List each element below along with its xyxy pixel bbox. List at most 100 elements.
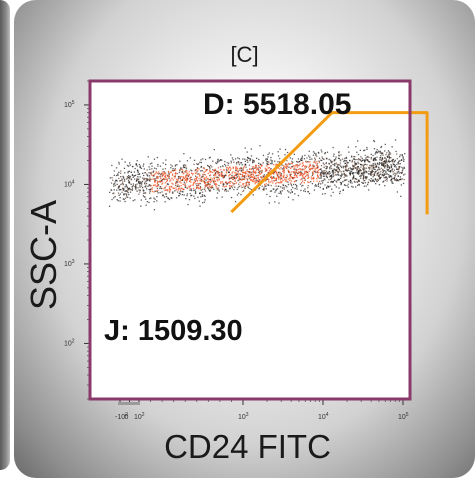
- event-dot: [337, 179, 339, 181]
- event-dot: [268, 179, 270, 181]
- event-dot: [161, 175, 163, 178]
- event-dot: [196, 186, 198, 188]
- event-dot: [316, 167, 319, 169]
- event-dot: [186, 177, 189, 179]
- event-dot: [390, 179, 392, 182]
- event-dot: [171, 165, 173, 167]
- event-dot: [392, 163, 394, 165]
- event-dot: [358, 183, 360, 185]
- event-dot: [265, 188, 267, 190]
- event-dot: [349, 159, 351, 162]
- event-dot: [134, 199, 136, 201]
- event-dot: [378, 184, 381, 186]
- event-dot: [352, 172, 354, 175]
- event-dot: [330, 166, 332, 168]
- plot-frame: [88, 79, 412, 401]
- event-dot: [221, 173, 223, 175]
- event-dot: [355, 167, 357, 169]
- event-dot: [268, 184, 270, 186]
- event-dot: [174, 169, 177, 171]
- event-dot: [307, 185, 309, 187]
- event-dot: [244, 163, 246, 165]
- event-dot: [216, 162, 218, 165]
- event-dot: [176, 178, 178, 180]
- event-dot: [221, 181, 224, 183]
- event-dot: [336, 181, 338, 183]
- event-dot: [224, 190, 226, 192]
- event-dot: [229, 169, 231, 171]
- event-dot: [364, 170, 366, 172]
- event-dot: [189, 177, 191, 179]
- event-dot: [272, 177, 274, 179]
- event-dot: [265, 159, 267, 162]
- event-dot: [325, 165, 327, 167]
- event-dot: [217, 159, 219, 161]
- event-dot: [189, 188, 191, 190]
- event-dot: [226, 172, 228, 174]
- event-dot: [185, 178, 188, 180]
- event-dot: [118, 185, 121, 188]
- event-dot: [368, 156, 370, 158]
- event-dot: [268, 169, 271, 172]
- event-dot: [265, 185, 267, 187]
- event-dot: [165, 159, 167, 161]
- event-dot: [172, 183, 174, 185]
- event-dot: [307, 190, 309, 193]
- event-dot: [165, 185, 168, 187]
- event-dot: [144, 192, 146, 194]
- event-dot: [245, 171, 247, 173]
- event-dot: [122, 198, 124, 200]
- event-dot: [400, 195, 402, 197]
- event-dot: [164, 189, 166, 191]
- event-dot: [131, 186, 133, 188]
- event-dot: [348, 180, 350, 183]
- event-dot: [311, 172, 314, 174]
- event-dot: [341, 158, 344, 160]
- event-dot: [326, 187, 328, 189]
- event-dot: [182, 178, 184, 180]
- event-dot: [156, 187, 158, 190]
- event-dot: [218, 174, 220, 177]
- event-dot: [323, 166, 325, 168]
- event-dot: [207, 186, 209, 188]
- event-dot: [181, 187, 183, 190]
- event-dot: [148, 172, 150, 174]
- event-dot: [139, 181, 142, 183]
- event-dot: [317, 185, 320, 187]
- event-dot: [391, 168, 394, 170]
- event-dot: [264, 185, 266, 187]
- event-dot: [235, 172, 237, 174]
- event-dot: [351, 185, 353, 188]
- event-dot: [357, 153, 360, 156]
- event-dot: [258, 187, 261, 189]
- event-dot: [366, 164, 368, 166]
- event-dot: [292, 199, 294, 201]
- event-dot: [300, 158, 302, 160]
- event-dot: [235, 182, 237, 184]
- event-dot: [318, 172, 320, 174]
- event-dot: [260, 163, 262, 166]
- event-dot: [275, 179, 277, 181]
- event-dot: [165, 174, 167, 176]
- event-dot: [313, 161, 315, 163]
- event-dot: [181, 190, 183, 193]
- event-dot: [164, 172, 167, 174]
- event-dot: [365, 176, 367, 178]
- event-dot: [404, 173, 406, 175]
- event-dot: [327, 172, 329, 174]
- event-dot: [373, 174, 375, 176]
- event-dot: [296, 188, 298, 190]
- event-dot: [256, 174, 259, 177]
- event-dot: [355, 186, 357, 188]
- event-dot: [181, 171, 183, 173]
- event-dot: [165, 180, 168, 183]
- event-dot: [139, 186, 141, 188]
- event-dot: [182, 173, 184, 175]
- event-dot: [359, 149, 361, 151]
- event-dot: [291, 185, 293, 187]
- event-dot: [373, 148, 376, 150]
- event-dot: [213, 183, 216, 185]
- event-dot: [360, 159, 362, 162]
- event-dot: [235, 167, 237, 169]
- event-dot: [344, 184, 346, 187]
